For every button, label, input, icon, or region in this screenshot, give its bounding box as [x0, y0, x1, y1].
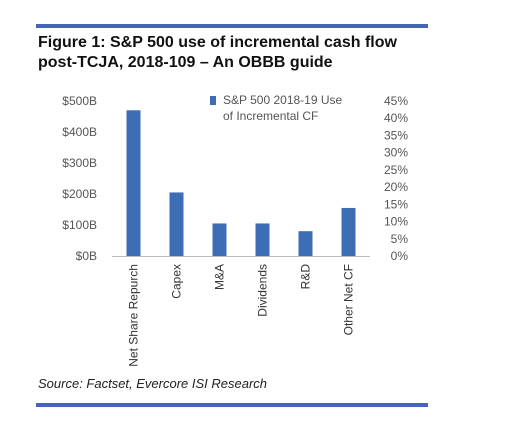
y-right-tick-label: 30%: [384, 146, 408, 160]
y-left-tick-label: $0B: [76, 249, 97, 263]
top-rule: [36, 24, 428, 28]
y-right-tick-label: 25%: [384, 163, 408, 177]
y-right-tick-label: 10%: [384, 215, 408, 229]
y-left-tick-label: $100B: [62, 218, 97, 232]
figure-title: Figure 1: S&P 500 use of incremental cas…: [38, 34, 397, 71]
legend-label: of Incremental CF: [223, 109, 318, 123]
bar: [255, 223, 270, 256]
legend-swatch: [210, 96, 216, 105]
y-left-tick-label: $300B: [62, 156, 97, 170]
y-right-tick-label: 20%: [384, 180, 408, 194]
category-label: Dividends: [256, 264, 270, 317]
bar: [126, 110, 141, 256]
y-right-tick-label: 40%: [384, 111, 408, 125]
bar: [169, 192, 184, 256]
y-right-tick-label: 45%: [384, 94, 408, 108]
y-right-tick-label: 35%: [384, 128, 408, 142]
bottom-rule: [36, 403, 428, 407]
bar: [212, 223, 227, 256]
y-left-tick-label: $400B: [62, 125, 97, 139]
category-label: Net Share Repurch: [127, 264, 141, 367]
y-left-tick-label: $500B: [62, 94, 97, 108]
category-label: M&A: [213, 264, 227, 290]
category-label: Capex: [170, 264, 184, 299]
figure-source: Source: Factset, Evercore ISI Research: [38, 376, 268, 391]
bar: [341, 207, 356, 256]
y-left-tick-label: $200B: [62, 187, 97, 201]
y-right-tick-label: 15%: [384, 197, 408, 211]
y-right-tick-label: 5%: [391, 232, 409, 246]
y-right-tick-label: 0%: [391, 249, 409, 263]
category-label: R&D: [299, 264, 313, 290]
bar: [298, 231, 313, 256]
category-label: Other Net CF: [342, 264, 356, 335]
legend-label: S&P 500 2018-19 Use: [223, 93, 343, 107]
